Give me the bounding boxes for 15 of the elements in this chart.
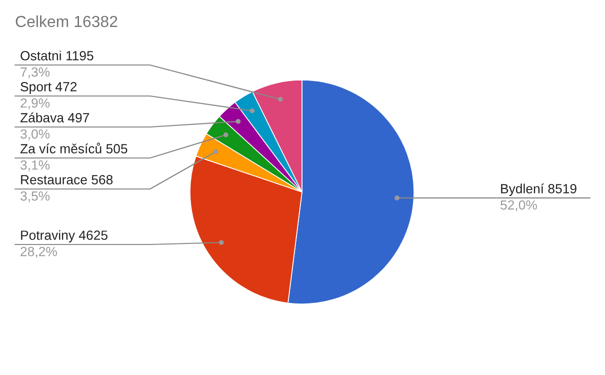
data-label: 28,2%: [20, 246, 57, 258]
slice-label: Zábava 497: [20, 112, 90, 122]
data-label: 7,3%: [20, 67, 50, 78]
slice-label: Restaurace 568: [21, 175, 113, 184]
data-label: 52,0%: [500, 200, 537, 212]
slice-label: Ostatni 1195: [20, 50, 94, 60]
slice-label: Potraviny 4625: [21, 230, 108, 243]
data-label: 3,0%: [20, 129, 50, 140]
chart-title: Celkem 16382: [16, 15, 118, 28]
slice-label: Sport 472: [20, 82, 77, 94]
data-label: 2,9%: [20, 98, 50, 110]
data-label: 3,5%: [20, 191, 50, 202]
data-label: 3,1%: [20, 160, 50, 172]
slice-label: Za víc měsíců 505: [20, 142, 128, 154]
slice-label: Bydlení 8519: [501, 184, 576, 196]
